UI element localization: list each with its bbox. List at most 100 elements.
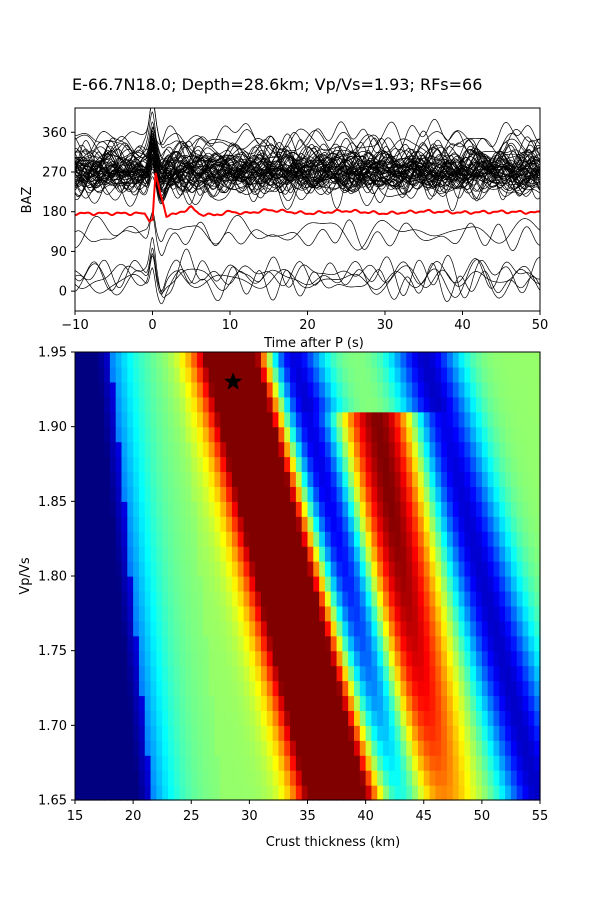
- heatmap-cell: [168, 396, 175, 413]
- heatmap-cell: [528, 471, 535, 487]
- heatmap-cell: [109, 725, 117, 741]
- heatmap-cell: [476, 456, 483, 473]
- heatmap-cell: [127, 471, 134, 487]
- heatmap-cell: [185, 605, 192, 622]
- heatmap-cell: [522, 785, 529, 801]
- heatmap-cell: [365, 695, 373, 711]
- heatmap-cell: [231, 531, 239, 547]
- heatmap-cell: [464, 516, 471, 532]
- heatmap-cell: [307, 546, 314, 562]
- heatmap-cell: [487, 590, 495, 607]
- heatmap-cell: [435, 785, 442, 801]
- heatmap-cell: [80, 770, 88, 786]
- heatmap-cell: [284, 456, 291, 473]
- heatmap-cell: [80, 396, 88, 413]
- heatmap-cell: [301, 352, 309, 368]
- heatmap-cell: [458, 471, 466, 487]
- heatmap-cell: [394, 710, 402, 726]
- heatmap-cell: [476, 680, 483, 697]
- heatmap-cell: [336, 471, 343, 487]
- heatmap-cell: [342, 561, 349, 577]
- heatmap-cell: [266, 471, 274, 487]
- heatmap-cell: [342, 680, 349, 697]
- heatmap-cell: [173, 426, 181, 443]
- heatmap-cell: [150, 620, 157, 637]
- heatmap-cell: [150, 486, 157, 502]
- heatmap-cell: [272, 531, 280, 547]
- heatmap-cell: [144, 590, 152, 607]
- heatmap-cell: [115, 650, 123, 667]
- heatmap-cell: [319, 561, 326, 577]
- heatmap-cell: [168, 710, 175, 726]
- heatmap-cell: [522, 770, 529, 786]
- heatmap-cell: [324, 501, 332, 517]
- heatmap-cell: [255, 650, 262, 667]
- heatmap-cell: [406, 785, 413, 801]
- heatmap-cell: [365, 590, 373, 607]
- heatmap-cell: [173, 486, 181, 502]
- heatmap-cell: [336, 546, 343, 562]
- heatmap-cell: [330, 740, 338, 756]
- heatmap-cell: [133, 546, 140, 562]
- heatmap-cell: [173, 411, 181, 428]
- heatmap-cell: [510, 590, 518, 607]
- heatmap-cell: [476, 531, 483, 547]
- heatmap-cell: [191, 471, 198, 487]
- heatmap-cell: [324, 426, 332, 443]
- heatmap-cell: [197, 650, 204, 667]
- heatmap-cell: [202, 561, 210, 577]
- heatmap-cell: [208, 561, 216, 577]
- heatmap-cell: [354, 441, 361, 458]
- heatmap-cell: [429, 471, 436, 487]
- heatmap-cell: [255, 590, 262, 607]
- heatmap-cell: [487, 725, 495, 741]
- heatmap-cell: [452, 740, 460, 756]
- heatmap-cell: [534, 770, 541, 786]
- heatmap-cell: [231, 501, 239, 517]
- heatmap-cell: [342, 546, 349, 562]
- heatmap-cell: [138, 590, 146, 607]
- heatmap-cell: [179, 635, 187, 652]
- heatmap-cell: [481, 352, 489, 368]
- heatmap-cell: [324, 531, 332, 547]
- heatmap-cell: [133, 650, 140, 667]
- heatmap-cell: [220, 710, 227, 726]
- heatmap-cell: [307, 740, 314, 756]
- heatmap-cell: [109, 471, 117, 487]
- heatmap-cell: [516, 590, 524, 607]
- heatmap-cell: [284, 755, 291, 771]
- heatmap-cell: [330, 471, 338, 487]
- heatmap-cell: [365, 456, 373, 473]
- heatmap-cell: [255, 381, 262, 398]
- heatmap-cell: [197, 441, 204, 458]
- heatmap-cell: [162, 366, 169, 383]
- heatmap-cell: [342, 411, 349, 428]
- heatmap-cell: [261, 561, 268, 577]
- heatmap-cell: [435, 411, 442, 428]
- heatmap-cell: [290, 426, 297, 443]
- heatmap-cell: [138, 710, 146, 726]
- heatmap-cell: [237, 516, 245, 532]
- heatmap-cell: [359, 546, 367, 562]
- heatmap-cell: [162, 546, 169, 562]
- rf-y-tick-label: 360: [42, 126, 67, 141]
- heatmap-cell: [417, 456, 425, 473]
- heatmap-cell: [354, 366, 361, 383]
- heatmap-cell: [86, 546, 94, 562]
- heatmap-cell: [447, 605, 454, 622]
- heatmap-cell: [255, 441, 262, 458]
- heatmap-cell: [429, 561, 436, 577]
- heatmap-cell: [80, 785, 88, 801]
- heatmap-cell: [487, 546, 495, 562]
- heatmap-cell: [388, 710, 396, 726]
- heatmap-cell: [278, 396, 285, 413]
- heatmap-cell: [191, 352, 198, 368]
- heatmap-cell: [499, 396, 506, 413]
- heatmap-cell: [109, 665, 117, 682]
- heatmap-cell: [359, 605, 367, 622]
- heatmap-cell: [406, 620, 413, 637]
- heatmap-cell: [231, 755, 239, 771]
- heatmap-cell: [295, 441, 303, 458]
- heatmap-cell: [231, 725, 239, 741]
- heatmap-cell: [412, 546, 419, 562]
